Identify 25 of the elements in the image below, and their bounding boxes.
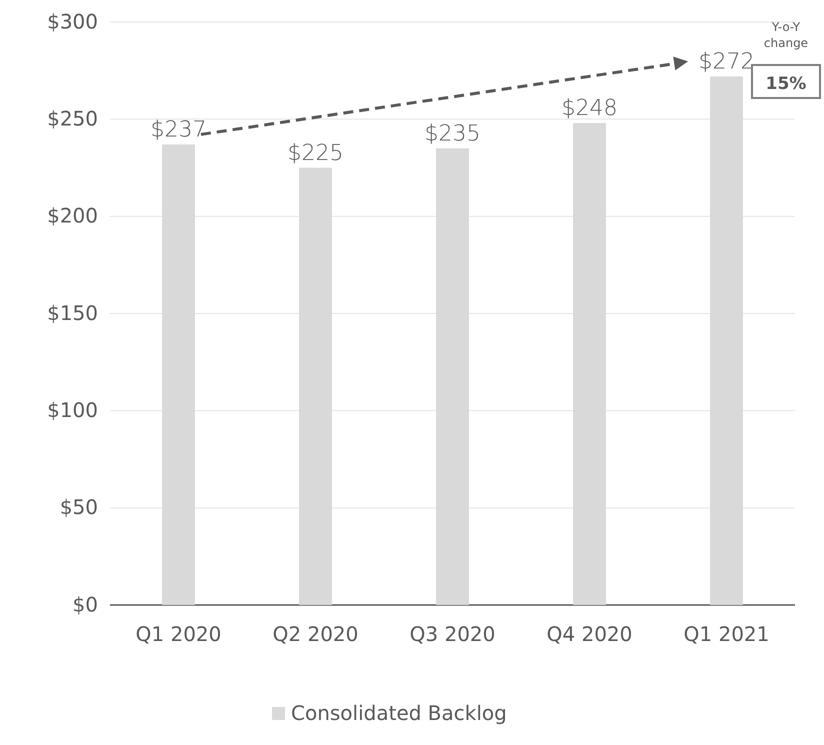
x-tick-label: Q3 2020 [410,622,496,646]
y-tick-label: $0 [72,592,98,616]
y-tick-label: $250 [47,106,98,131]
bar [436,148,469,605]
bar [299,168,332,605]
bar [573,123,606,605]
data-label: $248 [562,96,618,122]
annotation: Y-o-Y change [764,20,808,50]
bar [710,76,743,605]
data-label: $272 [698,49,754,74]
x-tick-label: Q1 2021 [684,622,770,646]
y-tick-label: $150 [47,300,98,325]
data-label: $237 [150,117,206,142]
y-tick-label: $50 [60,495,98,520]
y-tick-label: $100 [47,398,98,422]
legend-label: Consolidated Backlog [291,701,507,725]
x-tick-label: Q2 2020 [272,622,358,646]
x-tick-label: Q4 2020 [546,622,632,646]
bar [162,144,195,605]
data-label: $235 [424,121,480,146]
data-label: $225 [288,140,344,166]
y-tick-label: $300 [47,9,98,34]
annotation: 15% [766,74,806,94]
y-tick-label: $200 [47,204,98,228]
x-tick-label: Q1 2020 [136,622,222,646]
